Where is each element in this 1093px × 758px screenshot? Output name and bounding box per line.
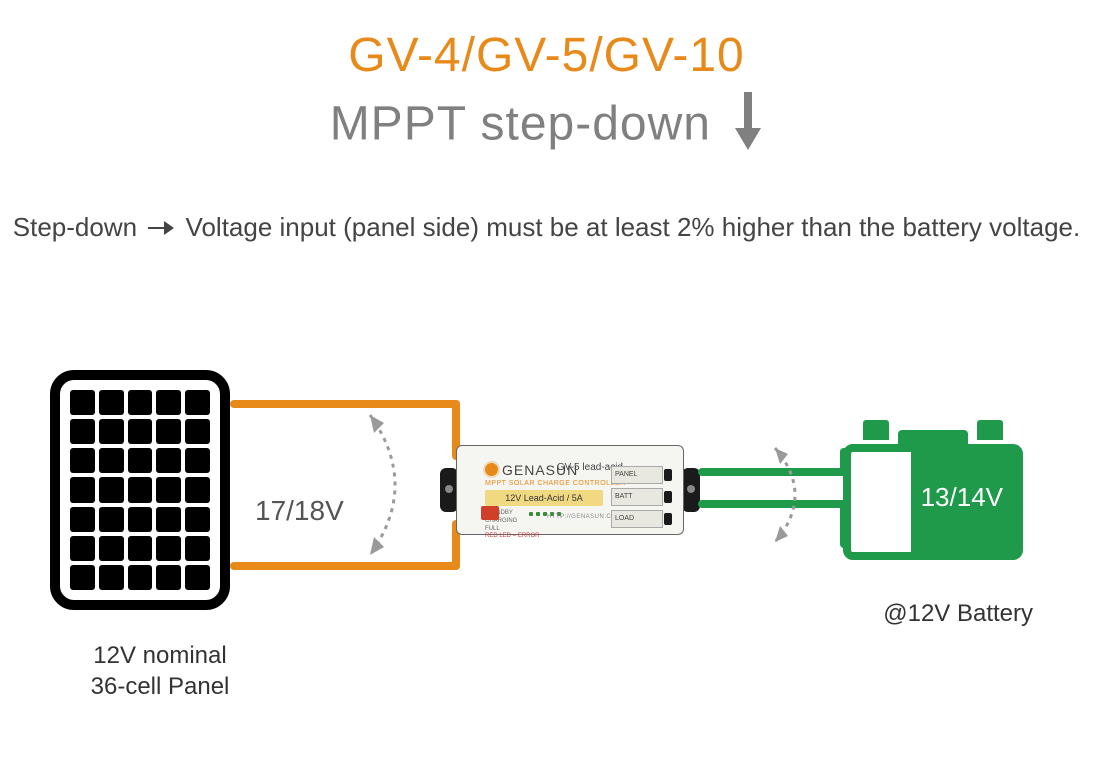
description: Step-down Voltage input (panel side) mus… [0,210,1093,247]
panel-caption-line2: 36-cell Panel [50,671,270,702]
output-measure-arc [760,440,830,550]
made-in-usa-badge [481,506,499,520]
subtitle-text: MPPT step-down [330,98,711,151]
sun-icon [485,463,498,476]
terminal-batt: BATT [611,488,663,506]
arrow-right-icon [148,212,174,247]
battery-caption: @12V Battery [883,600,1033,628]
battery-terminal-right [977,420,1003,440]
battery-terminal-left [863,420,889,440]
controller-subheader: MPPT SOLAR CHARGE CONTROLLER [485,480,626,487]
terminal-panel: PANEL [611,466,663,484]
terminal-load: LOAD [611,510,663,528]
page-subtitle: MPPT step-down [0,92,1093,162]
battery-icon: 13/14V [843,420,1023,560]
diagram-root: GV-4/GV-5/GV-10 MPPT step-down Step-down… [0,0,1093,758]
terminal-block: PANEL BATT LOAD [611,466,663,532]
controller-strip: 12V Lead-Acid / 5A [485,490,603,506]
panel-caption-line1: 12V nominal [50,640,270,671]
page-title: GV-4/GV-5/GV-10 [0,28,1093,83]
solar-panel-icon [50,370,230,610]
panel-caption: 12V nominal 36-cell Panel [50,640,270,702]
desc-prefix: Step-down [13,212,137,242]
battery-body: 13/14V [843,444,1023,560]
charge-controller: GENASUN GV-5 lead-acid MPPT SOLAR CHARGE… [440,435,700,545]
desc-body: Voltage input (panel side) must be at le… [186,212,1081,242]
input-voltage-label: 17/18V [255,495,344,527]
output-voltage-label: 13/14V [921,482,1003,513]
arrow-down-icon [733,92,763,162]
controller-body: GENASUN GV-5 lead-acid MPPT SOLAR CHARGE… [456,445,684,535]
solar-panel-cells [70,390,210,590]
input-measure-arc [350,405,440,565]
